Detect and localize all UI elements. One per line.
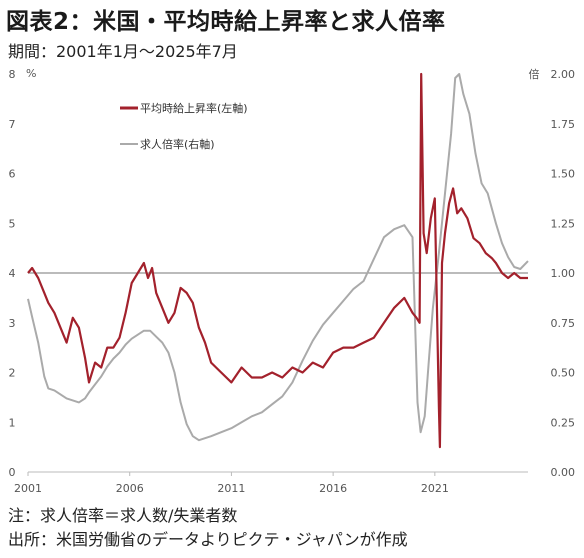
y-left-tick-label: 6 bbox=[9, 168, 16, 181]
chart-svg: 0 1 2 3 4 5 6 7 8 % 0.00 0.25 0.50 0.75 1.00 1.25 1.50 1.… bbox=[9, 67, 576, 495]
chart-title: 図表2：米国・平均時給上昇率と求人倍率 bbox=[6, 9, 446, 35]
y-right-tick-label: 2.00 bbox=[551, 68, 576, 81]
y-left-tick-label: 7 bbox=[9, 118, 16, 131]
y-right-tick-label: 1.50 bbox=[551, 168, 576, 181]
y-right-tick-label: 0.75 bbox=[551, 317, 576, 330]
y-right-tick-label: 1.00 bbox=[551, 267, 576, 280]
y-left-tick-label: 5 bbox=[9, 217, 16, 230]
x-tick-label: 2016 bbox=[319, 482, 347, 495]
x-tick-label: 2011 bbox=[217, 482, 245, 495]
y-left-unit-label: % bbox=[26, 67, 36, 80]
y-right-tick-label: 1.25 bbox=[551, 217, 576, 230]
chart-source: 出所：米国労働省のデータよりピクテ・ジャパンが作成 bbox=[8, 530, 408, 549]
y-left-tick-label: 4 bbox=[9, 267, 16, 280]
y-left-tick-label: 3 bbox=[9, 317, 16, 330]
chart-note: 注：求人倍率＝求人数/失業者数 bbox=[8, 506, 238, 525]
legend-label-wage: 平均時給上昇率(左軸) bbox=[140, 101, 248, 115]
y-right-tick-label: 0.00 bbox=[551, 466, 576, 479]
x-tick-label: 2006 bbox=[116, 482, 144, 495]
y-left-tick-label: 8 bbox=[9, 68, 16, 81]
y-right-tick-label: 0.25 bbox=[551, 416, 576, 429]
y-right-tick-label: 0.50 bbox=[551, 367, 576, 380]
y-left-tick-label: 0 bbox=[9, 466, 16, 479]
series-line-job-ratio bbox=[27, 73, 529, 442]
x-tick-label: 2001 bbox=[14, 482, 42, 495]
y-left-tick-label: 1 bbox=[9, 416, 16, 429]
y-left-tick-label: 2 bbox=[9, 367, 16, 380]
y-right-unit-label: 倍 bbox=[529, 67, 540, 81]
legend-label-job-ratio: 求人倍率(右軸) bbox=[140, 137, 215, 151]
series-line-wage bbox=[27, 72, 528, 449]
y-right-tick-label: 1.75 bbox=[551, 118, 576, 131]
x-tick-label: 2021 bbox=[421, 482, 449, 495]
chart-period: 期間：2001年1月～2025年7月 bbox=[8, 42, 238, 61]
